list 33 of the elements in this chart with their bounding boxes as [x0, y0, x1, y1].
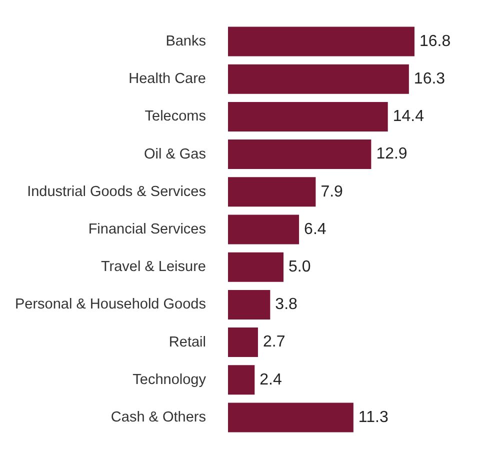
y-tick-label: Cash & Others — [110, 410, 206, 426]
bar — [228, 365, 255, 395]
bar — [228, 26, 414, 56]
data-label: 11.3 — [358, 408, 388, 426]
y-tick-label: Health Care — [128, 71, 206, 88]
bar — [228, 140, 372, 170]
y-tick-label: Travel & Leisure — [100, 259, 206, 276]
bar — [228, 290, 270, 320]
y-tick-label: Personal & Household Goods — [14, 296, 206, 313]
data-label: 14.4 — [392, 108, 424, 126]
y-tick-label: Technology — [132, 372, 207, 388]
bar — [228, 64, 409, 94]
bar — [228, 177, 316, 207]
data-label: 2.7 — [262, 334, 286, 351]
data-label: 3.8 — [275, 296, 298, 314]
data-label: 5.0 — [288, 258, 311, 276]
y-tick-label: Industrial Goods & Services — [27, 184, 206, 200]
data-label: 16.8 — [419, 32, 451, 50]
y-tick-label: Banks — [166, 34, 206, 50]
bar — [228, 252, 284, 282]
data-label: 2.4 — [260, 371, 282, 388]
data-label: 7.9 — [320, 183, 344, 200]
bar — [228, 328, 258, 358]
data-label: 16.3 — [414, 70, 446, 88]
bar — [228, 214, 300, 244]
y-tick-label: Telecoms — [144, 108, 206, 125]
y-tick-label: Financial Services — [88, 222, 206, 238]
data-label: 6.4 — [304, 220, 326, 238]
data-label: 12.9 — [376, 146, 408, 163]
y-tick-label: Retail — [168, 334, 206, 350]
bar — [228, 402, 354, 432]
y-tick-label: Oil & Gas — [144, 146, 206, 162]
bar — [228, 102, 388, 132]
